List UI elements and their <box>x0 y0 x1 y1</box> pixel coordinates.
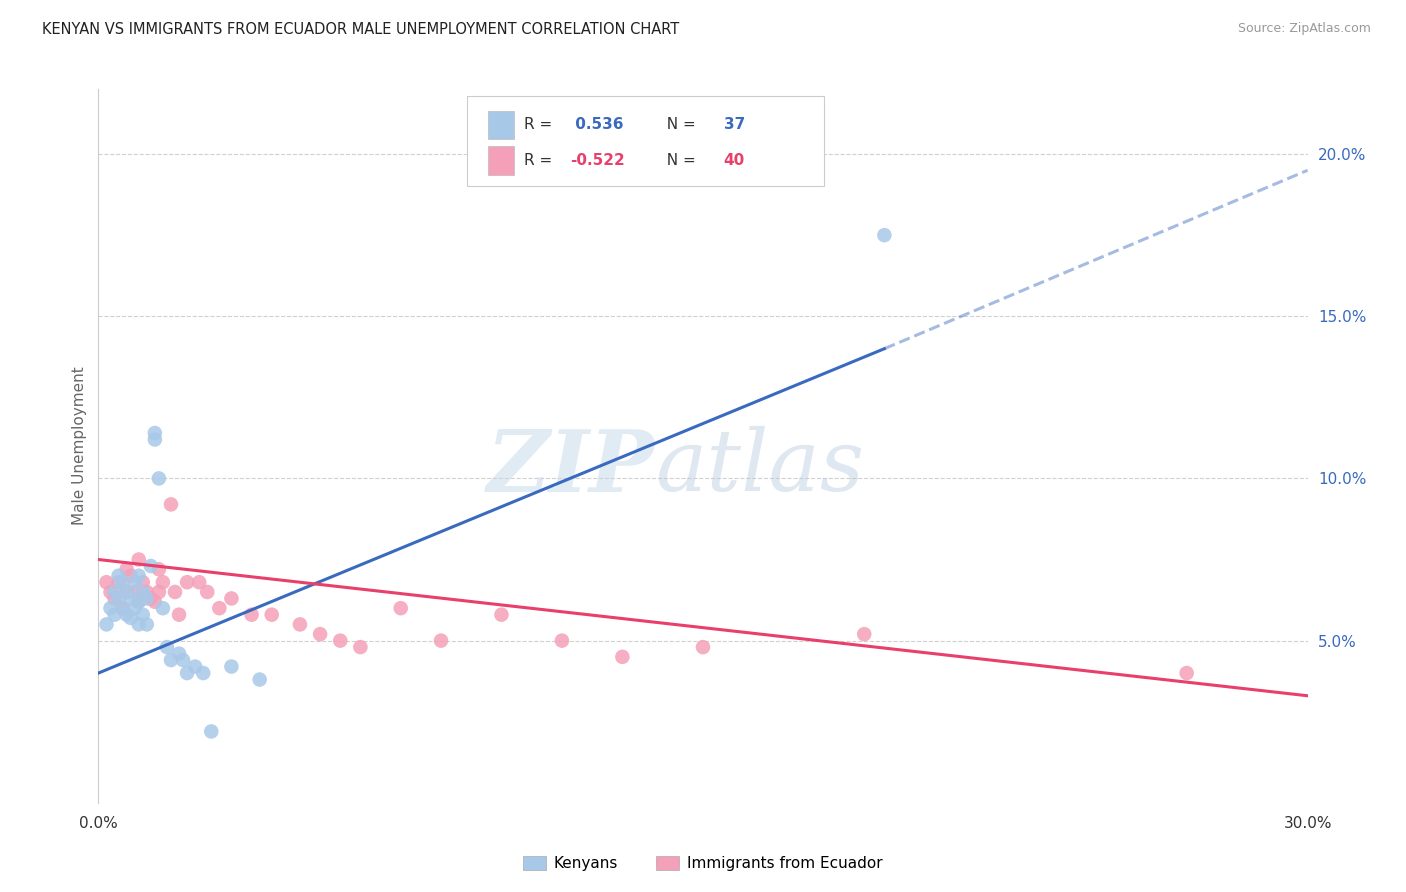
Point <box>115 607 138 622</box>
Point <box>139 591 162 606</box>
Point <box>176 575 198 590</box>
Point <box>120 591 142 606</box>
Point <box>853 627 876 641</box>
Point <box>115 585 138 599</box>
Text: Source: ZipAtlas.com: Source: ZipAtlas.com <box>1237 22 1371 36</box>
Point <box>107 591 129 606</box>
Point <box>612 649 634 664</box>
Point <box>288 617 311 632</box>
Point <box>167 647 190 661</box>
Text: 37: 37 <box>724 118 745 132</box>
Point <box>152 575 174 590</box>
Point <box>103 591 125 606</box>
Text: N =: N = <box>657 118 700 132</box>
Text: R =: R = <box>524 153 557 168</box>
Point <box>96 617 118 632</box>
Point <box>148 471 170 485</box>
Point <box>135 585 157 599</box>
Point <box>172 653 194 667</box>
Point <box>143 433 166 447</box>
Point <box>111 575 134 590</box>
Point <box>551 633 574 648</box>
Point <box>249 673 271 687</box>
Point <box>1175 666 1198 681</box>
Point <box>148 562 170 576</box>
Point <box>124 601 146 615</box>
FancyBboxPatch shape <box>488 146 515 175</box>
Point <box>152 601 174 615</box>
Point <box>103 607 125 622</box>
Point <box>160 497 183 511</box>
Legend: Kenyans, Immigrants from Ecuador: Kenyans, Immigrants from Ecuador <box>517 850 889 877</box>
Point <box>128 595 150 609</box>
Point <box>132 585 155 599</box>
Point <box>132 575 155 590</box>
Point <box>143 425 166 440</box>
Point <box>120 568 142 582</box>
Point <box>100 585 122 599</box>
Point <box>349 640 371 654</box>
Point <box>143 595 166 609</box>
Text: R =: R = <box>524 118 557 132</box>
Point <box>221 659 243 673</box>
Point <box>389 601 412 615</box>
Point <box>128 595 150 609</box>
Text: ZIP: ZIP <box>486 425 655 509</box>
Y-axis label: Male Unemployment: Male Unemployment <box>72 367 87 525</box>
Point <box>128 617 150 632</box>
Text: atlas: atlas <box>655 426 863 508</box>
Point <box>120 611 142 625</box>
Point <box>132 607 155 622</box>
Text: N =: N = <box>657 153 700 168</box>
Point <box>430 633 453 648</box>
Point <box>124 585 146 599</box>
Point <box>240 607 263 622</box>
Point <box>148 585 170 599</box>
Text: 40: 40 <box>724 153 745 168</box>
Text: KENYAN VS IMMIGRANTS FROM ECUADOR MALE UNEMPLOYMENT CORRELATION CHART: KENYAN VS IMMIGRANTS FROM ECUADOR MALE U… <box>42 22 679 37</box>
Point <box>221 591 243 606</box>
Point <box>193 666 215 681</box>
Point <box>167 607 190 622</box>
Point <box>491 607 513 622</box>
Point <box>111 601 134 615</box>
Point <box>184 659 207 673</box>
Point <box>160 653 183 667</box>
Point <box>156 640 179 654</box>
FancyBboxPatch shape <box>488 111 515 139</box>
Text: 0.536: 0.536 <box>569 118 623 132</box>
Point <box>195 585 218 599</box>
Point <box>128 568 150 582</box>
Point <box>200 724 222 739</box>
Point <box>692 640 714 654</box>
Text: -0.522: -0.522 <box>569 153 624 168</box>
Point <box>139 559 162 574</box>
Point <box>111 601 134 615</box>
Point <box>873 228 896 243</box>
Point <box>188 575 211 590</box>
Point <box>115 585 138 599</box>
Point <box>163 585 186 599</box>
Point <box>124 575 146 590</box>
Point <box>128 552 150 566</box>
Point <box>115 562 138 576</box>
FancyBboxPatch shape <box>467 96 824 186</box>
Point <box>100 601 122 615</box>
Point <box>103 585 125 599</box>
Point <box>107 568 129 582</box>
Point <box>107 575 129 590</box>
Point <box>135 591 157 606</box>
Point <box>309 627 332 641</box>
Point <box>260 607 283 622</box>
Point <box>208 601 231 615</box>
Point <box>135 617 157 632</box>
Point <box>176 666 198 681</box>
Point <box>329 633 352 648</box>
Point <box>96 575 118 590</box>
